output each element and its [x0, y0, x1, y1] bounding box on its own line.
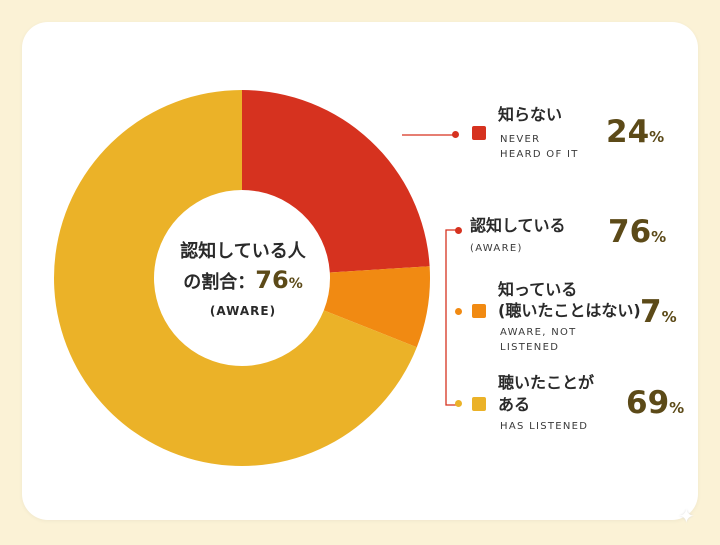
legend-not-listened-en2: LISTENED — [500, 342, 560, 353]
legend-listened-en: HAS LISTENED — [500, 421, 589, 432]
legend-swatch-never — [472, 126, 486, 140]
legend-aware-en: (AWARE) — [470, 243, 523, 254]
connector-dot-listened — [455, 400, 462, 407]
legend-swatch-not-listened — [472, 304, 486, 318]
connector-aware-bracket — [445, 229, 458, 406]
legend-never-en2: HEARD OF IT — [500, 149, 579, 160]
legend-not-listened-en1: AWARE, NOT — [500, 327, 577, 338]
connector-dot-aware — [455, 227, 462, 234]
legend-never-value: 24% — [606, 114, 665, 150]
donut-center-label: 認知している人 の割合：76% (AWARE) — [148, 238, 338, 318]
donut-slice-3 — [53, 90, 417, 467]
legend-listened-value: 69% — [626, 385, 685, 421]
donut-slice-2 — [323, 266, 431, 348]
legend-listened-jp2: ある — [498, 395, 531, 414]
center-value: 76% — [255, 266, 303, 294]
sparkle-icon: ✦ — [678, 504, 695, 528]
connector-dot-never — [452, 131, 459, 138]
legend-listened-jp1: 聴いたことが — [498, 373, 595, 392]
center-value-line: の割合：76% — [148, 266, 338, 298]
legend-aware-jp: 認知している — [470, 216, 566, 235]
center-prefix: の割合： — [183, 272, 256, 293]
legend-never-jp: 知らない — [498, 105, 563, 124]
legend-swatch-listened — [472, 397, 486, 411]
legend-never-en1: NEVER — [500, 134, 541, 145]
legend-aware-value: 76% — [608, 214, 667, 250]
legend-not-listened-jp1: 知っている — [498, 280, 578, 299]
donut-slice-1 — [242, 90, 430, 273]
center-title: 認知している人 — [180, 241, 306, 262]
center-sub: (AWARE) — [209, 304, 277, 318]
legend-not-listened-jp2: (聴いたことはない) — [498, 301, 641, 320]
connector-dot-not-listened — [455, 308, 462, 315]
legend-not-listened-value: 7% — [640, 294, 677, 330]
donut-chart — [53, 90, 431, 467]
